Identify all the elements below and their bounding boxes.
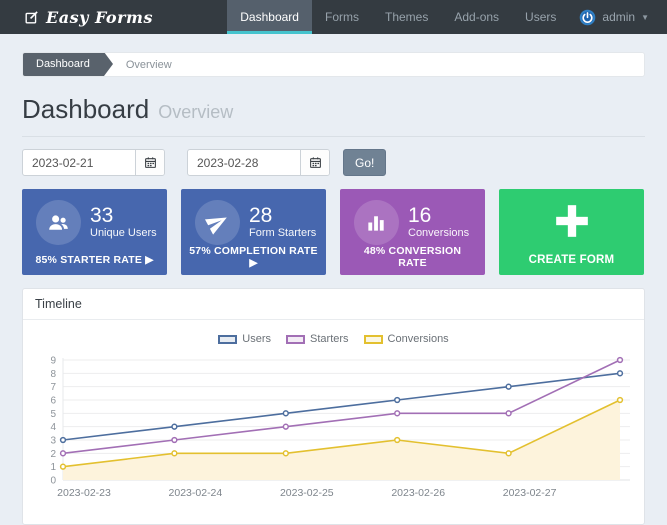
svg-text:2023-02-23: 2023-02-23 — [57, 487, 111, 499]
card-value: 33 — [90, 204, 114, 227]
date-from-group — [22, 149, 165, 176]
page-subtitle: Overview — [158, 102, 234, 122]
card-label: Conversions — [408, 227, 470, 239]
power-icon — [579, 9, 596, 26]
legend-item-starters[interactable]: Starters — [286, 333, 349, 345]
svg-text:0: 0 — [50, 476, 56, 487]
edit-square-icon — [24, 10, 39, 25]
create-form-card[interactable]: CREATE FORM — [499, 189, 644, 275]
legend-item-users[interactable]: Users — [218, 333, 271, 345]
date-to-input[interactable] — [188, 150, 300, 175]
date-from-input[interactable] — [23, 150, 135, 175]
calendar-icon[interactable] — [300, 150, 329, 175]
legend-label: Starters — [310, 333, 349, 345]
stat-card-form-starters[interactable]: 28 Form Starters 57% COMPLETION RATE ▶ — [181, 189, 326, 275]
title-divider — [22, 136, 645, 137]
users-icon — [36, 200, 81, 245]
svg-text:2023-02-26: 2023-02-26 — [391, 487, 445, 499]
nav-item-forms[interactable]: Forms — [324, 10, 359, 24]
stat-card-conversions[interactable]: 16 Conversions 48% CONVERSION RATE — [340, 189, 485, 275]
card-rate-link[interactable]: 85% STARTER RATE ▶ — [35, 254, 154, 266]
nav-item-users[interactable]: Users — [525, 10, 557, 24]
go-button[interactable]: Go! — [343, 149, 387, 176]
chevron-down-icon: ▼ — [641, 12, 649, 22]
svg-text:2: 2 — [50, 449, 56, 460]
paper-plane-icon — [195, 200, 240, 245]
date-to-group — [187, 149, 330, 176]
nav-item-add-ons[interactable]: Add-ons — [454, 10, 500, 24]
card-label: Unique Users — [90, 227, 157, 239]
breadcrumb-current: Overview — [125, 58, 172, 71]
breadcrumb: Dashboard Overview — [22, 52, 645, 77]
legend-label: Conversions — [387, 333, 449, 345]
plus-icon — [552, 201, 592, 246]
card-value: 16 — [408, 204, 432, 227]
svg-text:7: 7 — [50, 382, 56, 393]
username: admin — [602, 10, 636, 24]
page-title: Dashboard — [22, 94, 150, 124]
svg-text:8: 8 — [50, 369, 56, 380]
svg-text:2023-02-25: 2023-02-25 — [280, 487, 334, 499]
card-value: 28 — [249, 204, 273, 227]
stat-cards: 33 Unique Users 85% STARTER RATE ▶ 28 Form S… — [22, 189, 645, 275]
legend-swatch — [218, 334, 238, 344]
legend-swatch — [363, 334, 383, 344]
card-rate-link[interactable]: 57% COMPLETION RATE ▶ — [189, 245, 318, 269]
date-filter-bar: Go! — [22, 149, 645, 176]
nav-item-dashboard[interactable]: Dashboard — [227, 0, 312, 34]
stat-card-unique-users[interactable]: 33 Unique Users 85% STARTER RATE ▶ — [22, 189, 167, 275]
calendar-icon[interactable] — [135, 150, 164, 175]
top-navbar: Easy Forms Dashboard Forms Themes Add-ons Us… — [0, 0, 667, 34]
brand-logo[interactable]: Easy Forms — [24, 0, 153, 34]
breadcrumb-root[interactable]: Dashboard — [23, 53, 113, 76]
legend-swatch — [286, 334, 306, 344]
legend-item-conversions[interactable]: Conversions — [363, 333, 449, 345]
svg-text:2023-02-24: 2023-02-24 — [169, 487, 223, 499]
card-action-label: CREATE FORM — [528, 253, 615, 266]
main-nav: Dashboard Forms Themes Add-ons Users — [227, 0, 569, 34]
svg-text:5: 5 — [50, 409, 56, 420]
panel-title: Timeline — [23, 289, 644, 320]
brand-name: Easy Forms — [46, 7, 153, 27]
timeline-line-chart: 0 1 2 3 4 5 6 7 8 9 2023-02-23 2023-02-24 2023-02-25… — [50, 356, 630, 499]
nav-item-themes[interactable]: Themes — [384, 10, 429, 24]
svg-text:9: 9 — [50, 356, 56, 367]
svg-text:4: 4 — [50, 422, 56, 433]
svg-text:2023-02-27: 2023-02-27 — [503, 487, 557, 499]
user-menu[interactable]: admin ▼ — [569, 0, 667, 34]
timeline-panel: Timeline Users Starters Conversions 0 1 2 3 4 5… — [22, 288, 645, 525]
svg-text:1: 1 — [50, 462, 56, 473]
chart-legend: Users Starters Conversions — [35, 333, 632, 345]
card-rate-link[interactable]: 48% CONVERSION RATE — [363, 245, 462, 269]
svg-text:3: 3 — [50, 436, 56, 447]
card-label: Form Starters — [249, 227, 317, 239]
legend-label: Users — [242, 333, 272, 345]
svg-text:6: 6 — [50, 396, 56, 407]
bar-chart-icon — [354, 200, 399, 245]
